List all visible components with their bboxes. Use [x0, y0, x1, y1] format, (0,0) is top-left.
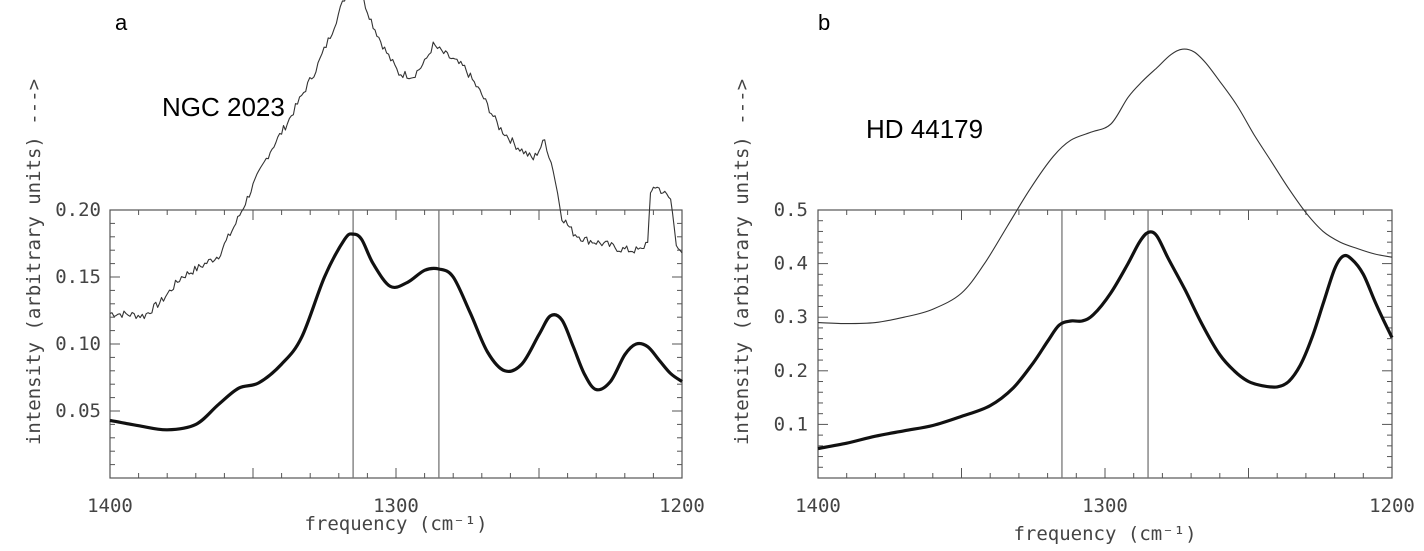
panel-b-ticks: 1400 1300 1200 0.1 0.2 0.3 0.4 0.5	[774, 199, 1415, 517]
panel-b-x-axis-label: frequency (cm⁻¹)	[1013, 523, 1196, 545]
panel-b-y-tick-label: 0.5	[774, 199, 808, 221]
panel-b-y-tick-label: 0.3	[774, 306, 808, 328]
panel-b-x-tick-label: 1400	[795, 495, 841, 517]
panel-a-y-tick-label: 0.15	[55, 266, 101, 288]
panel-b-x-tick-label: 1300	[1082, 495, 1128, 517]
panel-a-x-tick-label: 1400	[87, 495, 133, 517]
panel-a-y-axis-label: intensity (arbitrary units) --->	[23, 79, 45, 445]
panel-a-object-label: NGC 2023	[162, 92, 285, 122]
panel-b-y-tick-label: 0.4	[774, 253, 808, 275]
panel-a-y-tick-label: 0.20	[55, 199, 101, 221]
panel-a-series	[109, 0, 683, 432]
panel-b-series	[817, 48, 1394, 451]
panel-b-x-tick-label: 1200	[1369, 495, 1415, 517]
panel-a-plot-frame	[109, 209, 683, 479]
panel-a-vertical-lines	[352, 210, 440, 478]
panel-a-ticks: 1400 1300 1200 0.05 0.10 0.15 0.20	[55, 199, 705, 517]
panel-a-series-thick-line	[109, 232, 683, 432]
panel-a-label: a	[115, 10, 128, 35]
panel-a-y-tick-label: 0.10	[55, 333, 101, 355]
panel-a-y-tick-label: 0.05	[55, 400, 101, 422]
panel-a-x-tick-label: 1200	[659, 495, 705, 517]
panel-a-series-thin-line	[109, 0, 683, 320]
panel-b-series-thick-line	[817, 230, 1394, 451]
panel-b: b HD 44179 1400 1300 1200 0.1 0.2 0.3 0.4 0.5 f…	[731, 10, 1415, 545]
panel-b-series-thin-line	[817, 48, 1393, 325]
panel-a-x-axis-label: frequency (cm⁻¹)	[304, 513, 487, 535]
panel-a: a NGC 2023 1400 1300 12000.050.100.150.20 …	[23, 0, 705, 535]
panel-b-plot-frame	[817, 209, 1393, 479]
panel-b-object-label: HD 44179	[866, 114, 983, 144]
panel-b-label: b	[818, 10, 830, 35]
panel-b-y-tick-label: 0.1	[774, 413, 808, 435]
panel-b-vertical-lines	[1061, 210, 1149, 478]
panel-a-x-tick-label: 1300	[373, 495, 419, 517]
panel-b-y-axis-label: intensity (arbitrary units) --->	[731, 79, 753, 445]
panel-b-y-tick-label: 0.2	[774, 360, 808, 382]
